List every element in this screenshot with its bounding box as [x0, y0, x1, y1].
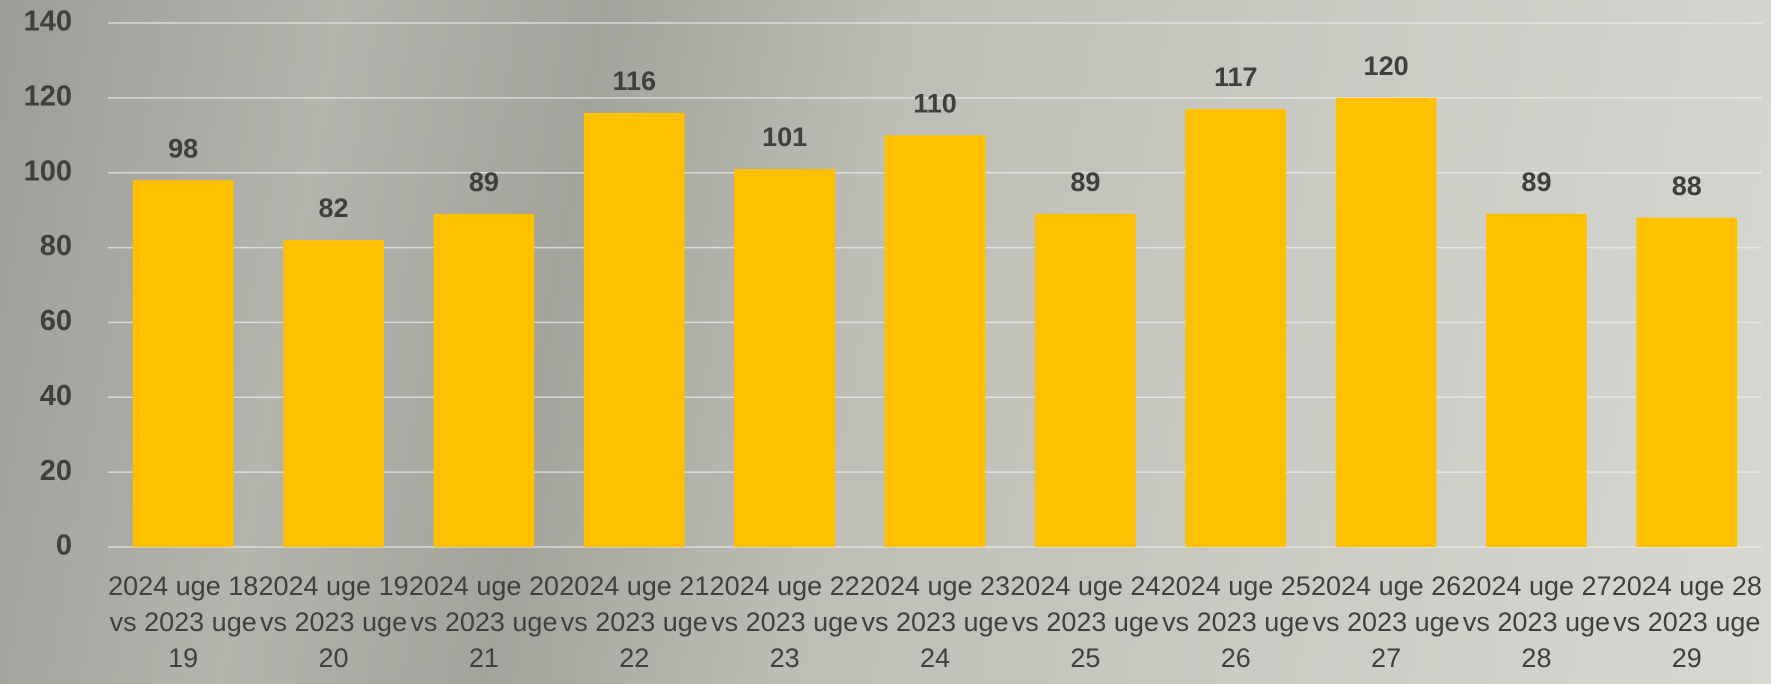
bar: [434, 214, 535, 547]
x-tick-label: 2024 uge 19 vs 2023 uge 20: [254, 568, 414, 676]
x-tick-label: 2024 uge 20 vs 2023 uge 21: [404, 568, 564, 676]
y-tick-label: 40: [40, 380, 72, 412]
bar: [1035, 214, 1136, 547]
chart: 0 20 40 60 80 100 120 140 98 82 89 116 101 110 89 117 12…: [0, 0, 1771, 684]
x-tick-label: 2024 uge 27 vs 2023 uge 28: [1456, 568, 1616, 676]
value-label: 98: [168, 133, 198, 163]
x-tick-label: 2024 uge 22 vs 2023 uge 23: [705, 568, 865, 676]
x-tick-label: 2024 uge 23 vs 2023 uge 24: [855, 568, 1015, 676]
bar: [734, 169, 835, 547]
value-label: 82: [319, 193, 349, 223]
value-label: 89: [1521, 167, 1551, 197]
bar: [133, 180, 234, 547]
value-label: 116: [612, 66, 656, 96]
x-tick-label: 2024 uge 18 vs 2023 uge 19: [103, 568, 263, 676]
y-tick-label: 140: [24, 6, 72, 38]
bar: [584, 113, 685, 547]
value-label: 89: [469, 167, 499, 197]
x-tick-label: 2024 uge 25 vs 2023 uge 26: [1156, 568, 1316, 676]
y-tick-label: 20: [40, 455, 72, 487]
bar: [1486, 214, 1587, 547]
bar: [1185, 109, 1286, 547]
bar: [1636, 218, 1737, 547]
value-label: 88: [1672, 171, 1702, 201]
y-tick-label: 0: [56, 530, 72, 562]
bar: [283, 240, 384, 547]
value-label: 110: [913, 88, 957, 118]
y-tick-label: 60: [40, 305, 72, 337]
x-tick-label: 2024 uge 28 vs 2023 uge 29: [1607, 568, 1767, 676]
value-label: 117: [1214, 62, 1258, 92]
y-tick-label: 80: [40, 230, 72, 262]
x-tick-label: 2024 uge 24 vs 2023 uge 25: [1005, 568, 1165, 676]
x-tick-label: 2024 uge 26 vs 2023 uge 27: [1306, 568, 1466, 676]
bar: [885, 135, 986, 547]
bar: [1336, 98, 1437, 547]
y-tick-label: 100: [24, 155, 72, 187]
value-label: 101: [762, 122, 807, 152]
x-tick-label: 2024 uge 21 vs 2023 uge 22: [554, 568, 714, 676]
y-tick-label: 120: [24, 81, 72, 113]
value-label: 89: [1070, 167, 1100, 197]
value-label: 120: [1364, 51, 1409, 81]
